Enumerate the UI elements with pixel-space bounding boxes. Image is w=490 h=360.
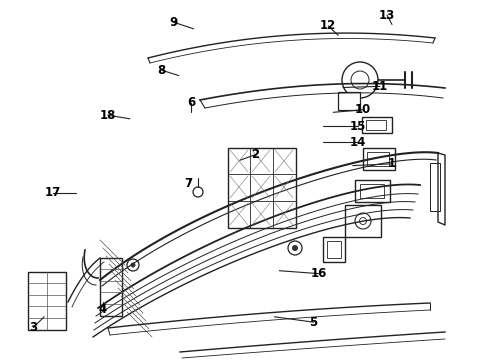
Text: 12: 12 bbox=[320, 19, 337, 32]
Text: 8: 8 bbox=[158, 64, 166, 77]
Text: 17: 17 bbox=[45, 186, 61, 199]
Circle shape bbox=[292, 245, 298, 251]
Text: 14: 14 bbox=[349, 136, 366, 149]
Text: 11: 11 bbox=[371, 80, 388, 93]
Bar bbox=[360, 184, 384, 198]
Bar bbox=[345, 205, 381, 237]
Text: 1: 1 bbox=[388, 157, 396, 170]
Bar bbox=[366, 120, 386, 130]
Text: 5: 5 bbox=[310, 316, 318, 329]
Bar bbox=[228, 148, 296, 228]
Bar bbox=[355, 180, 390, 202]
Bar bbox=[430, 163, 440, 211]
Text: 10: 10 bbox=[354, 103, 371, 116]
Text: 9: 9 bbox=[170, 16, 178, 29]
Bar bbox=[362, 117, 392, 133]
Bar bbox=[28, 272, 66, 330]
Text: 16: 16 bbox=[310, 267, 327, 280]
Bar bbox=[323, 237, 345, 262]
Text: 13: 13 bbox=[379, 9, 395, 22]
Text: 6: 6 bbox=[187, 96, 195, 109]
Text: 15: 15 bbox=[349, 120, 366, 132]
Text: 7: 7 bbox=[185, 177, 193, 190]
Bar bbox=[367, 152, 389, 166]
Bar bbox=[338, 92, 360, 110]
Bar bbox=[363, 148, 395, 170]
Bar bbox=[100, 258, 122, 316]
Bar bbox=[327, 241, 341, 258]
Circle shape bbox=[130, 262, 136, 267]
Text: 18: 18 bbox=[99, 109, 116, 122]
Text: 4: 4 bbox=[99, 303, 107, 316]
Text: 2: 2 bbox=[251, 148, 259, 161]
Text: 3: 3 bbox=[29, 321, 37, 334]
